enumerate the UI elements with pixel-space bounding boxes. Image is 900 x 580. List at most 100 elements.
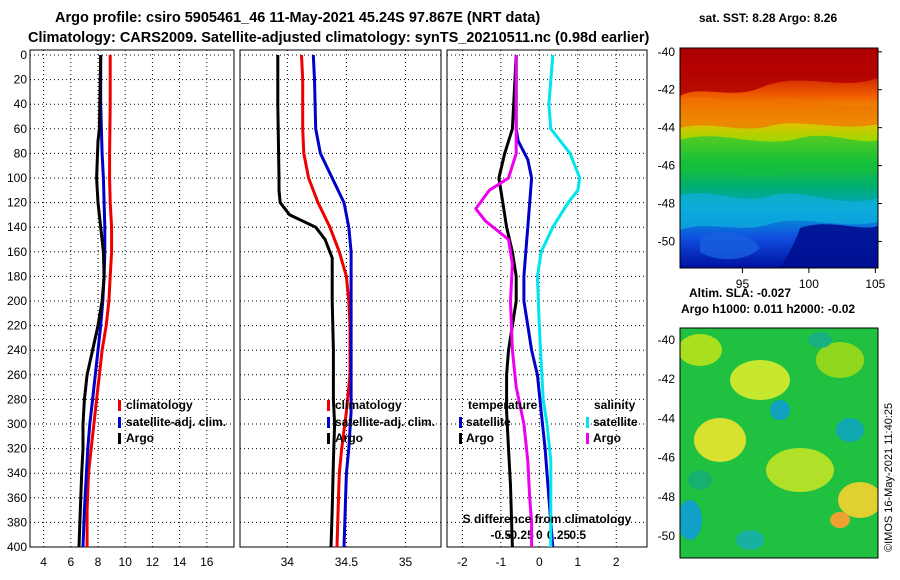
panel1-series [77, 54, 114, 547]
s-diff-tick-label: 0.5 [569, 528, 586, 542]
legend2-swatch-climatology [327, 400, 330, 411]
depth-tick-label: 180 [7, 269, 27, 283]
sla-blob [736, 530, 764, 550]
legend-swatch-climatology [118, 400, 121, 411]
panel3-legend: temperature salinity satellite Argo sate… [459, 398, 638, 526]
sla-lat-label: -40 [658, 333, 676, 347]
depth-tick-label: 40 [14, 97, 28, 111]
temp-tick-label: 6 [67, 555, 74, 569]
sst-lat-label: -50 [658, 234, 676, 248]
sst-lon-label: 105 [865, 277, 885, 291]
sla-map-title-line-2: Argo h1000: 0.011 h2000: -0.02 [681, 302, 855, 316]
legend-label-satellite: satellite-adj. clim. [126, 415, 226, 429]
t-diff-tick-label: 2 [613, 555, 620, 569]
legend2-swatch-satellite [327, 417, 330, 428]
sst-map-title: sat. SST: 8.28 Argo: 8.26 [699, 11, 838, 25]
sst-lat-label: -46 [658, 159, 676, 173]
legend3-swatch-argo-t [459, 433, 462, 444]
legend-swatch-satellite [118, 417, 121, 428]
panel1-frame [29, 49, 235, 548]
depth-tick-label: 60 [14, 122, 28, 136]
legend2-label-satellite: satellite-adj. clim. [335, 415, 435, 429]
temp-tick-label: 8 [95, 555, 102, 569]
sst-blue-eddy [700, 231, 760, 260]
depth-tick-label: 320 [7, 442, 27, 456]
sla-lat-label: -50 [658, 529, 676, 543]
temp-tick-label: 4 [40, 555, 47, 569]
legend3-temperature-title: temperature [468, 398, 538, 412]
sla-lat-label: -44 [658, 411, 676, 425]
t-diff-tick-label: -2 [457, 555, 468, 569]
t-diff-tick-label: 1 [574, 555, 581, 569]
sla-blob [838, 482, 878, 518]
series-line-argo [276, 55, 337, 547]
t-diff-tick-label: -1 [496, 555, 507, 569]
depth-tick-label: 120 [7, 196, 27, 210]
legend3-swatch-argo-s [586, 433, 589, 444]
sst-map [680, 48, 878, 268]
depth-tick-label: 360 [7, 491, 27, 505]
sla-blob [830, 512, 850, 528]
depth-tick-label: 340 [7, 466, 27, 480]
sst-lon-label: 95 [736, 277, 750, 291]
s-difference-axis-label: S difference from climatology [463, 512, 632, 526]
temp-tick-label: 16 [200, 555, 214, 569]
sla-lat-label: -46 [658, 451, 676, 465]
imos-credit: ©IMOS 16-May-2021 11:40:25 [883, 403, 895, 552]
depth-tick-label: 200 [7, 294, 27, 308]
legend2-label-argo: Argo [335, 431, 363, 445]
depth-tick-label: 400 [7, 540, 27, 554]
legend3-swatch-sat-t [459, 417, 462, 428]
sla-blob [808, 332, 832, 348]
t-diff-tick-label: 0 [536, 555, 543, 569]
sla-blob [836, 418, 864, 442]
sst-green-band [680, 135, 878, 177]
depth-tick-label: 140 [7, 220, 27, 234]
panel2-legend: climatology satellite-adj. clim. Argo [327, 398, 435, 445]
panel2-series [276, 54, 353, 547]
depth-tick-label: 0 [20, 48, 27, 62]
s-diff-tick-label: -0.5 [491, 528, 512, 542]
legend2-swatch-argo [327, 433, 330, 444]
sla-lat-label: -42 [658, 372, 676, 386]
sla-blob [688, 470, 712, 490]
legend-label-argo: Argo [126, 431, 154, 445]
sst-lon-label: 100 [799, 277, 819, 291]
panel3-series [474, 54, 582, 547]
depth-axis: 0 20 40 60 80 100 120 140 160 180 200 220 240 260 280 3… [7, 48, 27, 554]
sla-blob [730, 360, 790, 400]
sal-tick-label: 35 [399, 555, 413, 569]
sst-warm-patch [680, 48, 878, 96]
series-line-satellite-adj-clim [311, 54, 353, 547]
legend3-label-argo-s: Argo [593, 431, 621, 445]
depth-tick-label: 80 [14, 146, 28, 160]
sst-cold-patch [780, 224, 878, 268]
title-line-2: Climatology: CARS2009. Satellite-adjuste… [28, 30, 649, 46]
sla-map-title-line-1: Altim. SLA: -0.027 [689, 286, 791, 300]
sla-lat-label: -48 [658, 490, 676, 504]
panel1-legend: climatology satellite-adj. clim. Argo [118, 398, 226, 445]
legend2-label-climatology: climatology [335, 398, 402, 412]
sla-blob [766, 448, 834, 492]
series-layer [77, 54, 582, 547]
series-line-salinity-satellite [535, 54, 582, 547]
sst-map-axes: -40 -42 -44 -46 -48 -50 95 100 105 [658, 45, 886, 291]
depth-tick-label: 380 [7, 515, 27, 529]
sal-tick-label: 34.5 [335, 555, 359, 569]
series-line-temperature-satellite [514, 55, 555, 547]
sla-blob [680, 500, 702, 540]
depth-tick-label: 240 [7, 343, 27, 357]
temp-tick-label: 12 [146, 555, 160, 569]
series-line-climatology [85, 55, 114, 547]
legend3-swatch-sat-s [586, 417, 589, 428]
series-line-salinity-argo [474, 55, 534, 547]
sst-lat-label: -48 [658, 197, 676, 211]
sla-blob [694, 418, 746, 462]
sal-tick-label: 34 [281, 555, 295, 569]
depth-tick-label: 280 [7, 392, 27, 406]
series-line-argo [77, 54, 106, 547]
sla-blob [816, 342, 864, 378]
series-line-climatology [300, 54, 352, 547]
